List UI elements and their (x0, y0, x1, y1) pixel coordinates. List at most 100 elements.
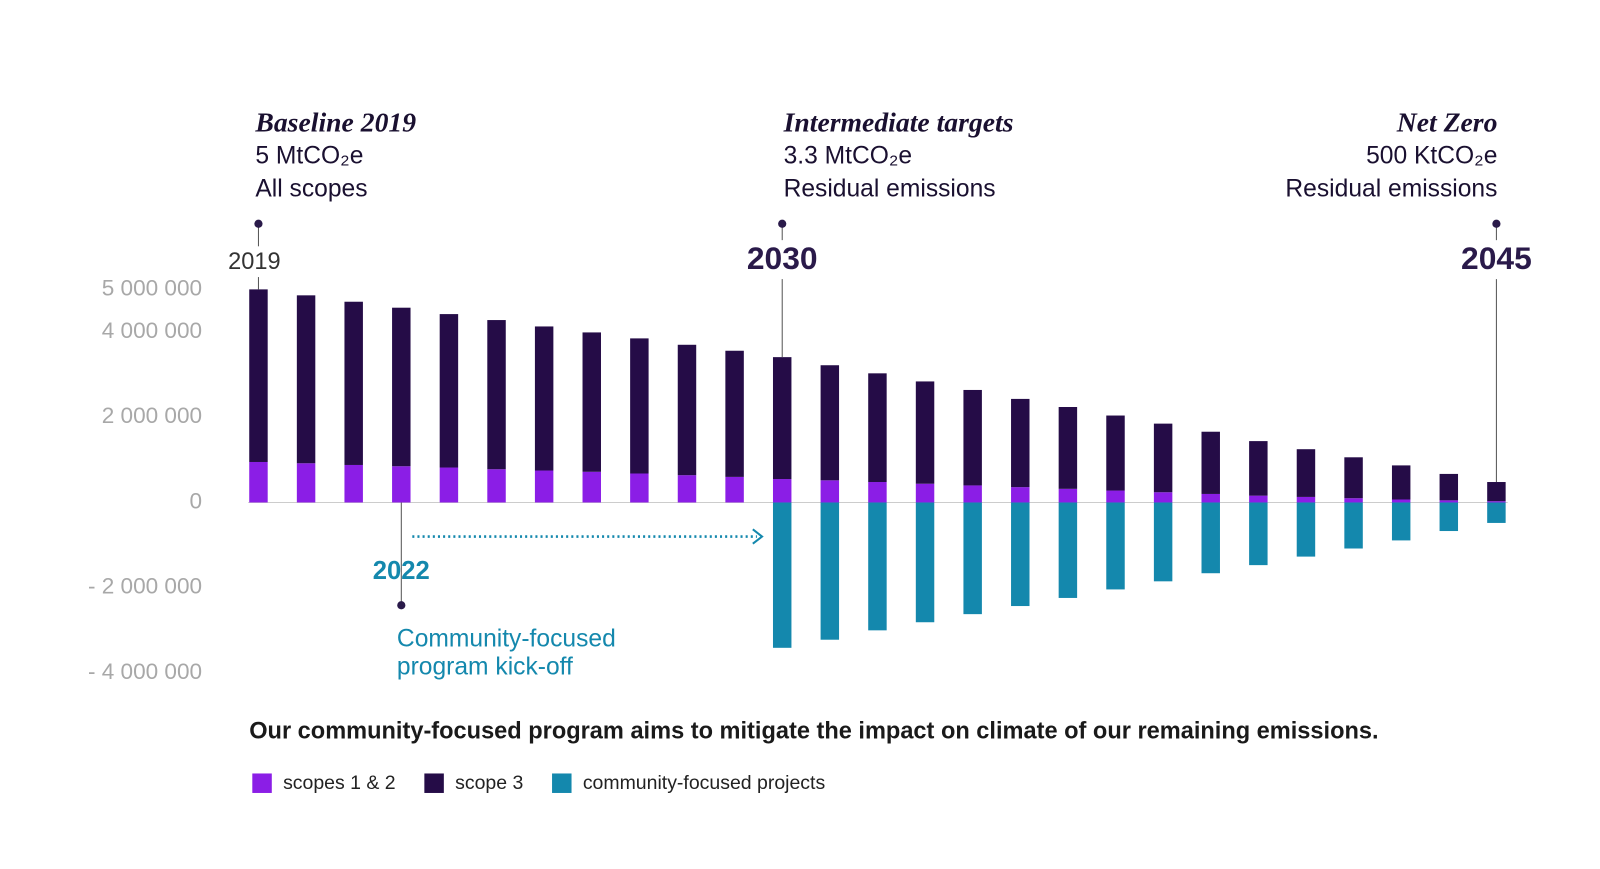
bar-segment (1249, 495, 1268, 503)
bar-segment (392, 466, 411, 503)
bar-segment (1201, 493, 1220, 503)
bar-segment (820, 502, 840, 640)
milestone-amount: 5 MtCO₂e (255, 143, 363, 170)
bar-segment (249, 289, 268, 462)
bar-segment (868, 373, 887, 483)
bar-segment (1153, 492, 1173, 503)
bar-segment (344, 464, 363, 503)
bar-segment (1487, 482, 1506, 502)
bar-segment (1439, 473, 1459, 501)
bar-segment (1058, 488, 1078, 503)
bar-segment (1106, 415, 1125, 491)
milestone-note: Residual emissions (784, 175, 996, 202)
bar-segment (1439, 502, 1459, 532)
bar-segment (1153, 423, 1173, 493)
bar-segment (868, 482, 887, 503)
bar-segment (1201, 431, 1220, 494)
bar-segment (772, 357, 792, 480)
kickoff-arrowhead (752, 528, 764, 545)
bar-segment (1011, 487, 1030, 503)
bar-segment (1296, 496, 1316, 503)
y-tick-label: 4 000 000 (102, 318, 202, 343)
bar-segment (1344, 502, 1363, 549)
legend-label: scope 3 (455, 772, 523, 794)
bar-segment (677, 475, 697, 503)
bar-segment (772, 479, 792, 503)
bar-segment (963, 389, 982, 486)
bar-segment (915, 502, 935, 623)
bar-segment (487, 469, 506, 503)
bar-segment (1296, 502, 1316, 557)
bar-segment (963, 502, 982, 615)
y-tick-label: 0 (190, 488, 203, 513)
bar-segment (725, 476, 744, 503)
bar-segment (1106, 502, 1125, 590)
bar-segment (439, 314, 459, 468)
bar-segment (487, 320, 506, 470)
bar-segment (725, 350, 744, 477)
bar-segment (534, 470, 554, 503)
bar-segment (1391, 499, 1411, 503)
bar-segment (772, 502, 792, 648)
bar-segment (439, 467, 459, 503)
legend-swatch (424, 773, 444, 793)
bar-segment (582, 471, 601, 503)
y-tick-label: 2 000 000 (102, 403, 202, 428)
milestone-title: Baseline 2019 (254, 107, 416, 138)
milestone-dot (778, 219, 787, 228)
bar-segment (1344, 457, 1363, 499)
bar-segment (915, 483, 935, 503)
bar-segment (1439, 500, 1459, 503)
bar-segment (344, 301, 363, 465)
caption: Our community-focused program aims to mi… (249, 718, 1378, 744)
milestone-dot (1492, 219, 1501, 228)
bar-segment (915, 381, 935, 484)
bar-segment (1249, 502, 1268, 566)
y-tick-label: - 4 000 000 (88, 659, 202, 684)
bar-segment (630, 473, 649, 503)
bar-segment (630, 338, 649, 474)
bar-segment (582, 332, 601, 472)
bar-segment (534, 326, 554, 471)
y-tick-label: - 2 000 000 (88, 574, 202, 599)
milestone-note: All scopes (255, 175, 367, 202)
bar-segment (1487, 501, 1506, 503)
bar-segment (1201, 502, 1220, 574)
bar-segment (820, 365, 840, 481)
x-tick-label: 2030 (747, 240, 818, 276)
bar-segment (1344, 498, 1363, 503)
milestone-amount: 500 KtCO₂e (1366, 143, 1497, 170)
bar-segment (1296, 449, 1316, 497)
legend-swatch (252, 773, 272, 793)
bar-segment (868, 502, 887, 631)
bar-segment (1058, 502, 1078, 598)
bar-segment (296, 463, 316, 503)
legend-label: community-focused projects (583, 772, 826, 794)
bar-segment (1058, 407, 1078, 489)
x-tick-label: 2019 (228, 248, 280, 274)
kickoff-note: program kick-off (397, 653, 573, 680)
bar-segment (249, 461, 268, 503)
bar-segment (296, 295, 316, 464)
bar-segment (963, 485, 982, 503)
bar-segment (677, 344, 697, 476)
milestone-title: Net Zero (1396, 107, 1498, 138)
legend-label: scopes 1 & 2 (283, 772, 396, 794)
bar-segment (1153, 502, 1173, 582)
milestone-dot (397, 601, 406, 610)
kickoff-note: Community-focused (397, 626, 616, 653)
bar-segment (1106, 490, 1125, 503)
bar-segment (1487, 502, 1506, 523)
bar-segment (392, 307, 411, 467)
bar-segment (1011, 398, 1030, 488)
bar-segment (1391, 465, 1411, 500)
bar-segment (1011, 502, 1030, 607)
milestone-note: Residual emissions (1285, 175, 1497, 202)
bar-segment (820, 480, 840, 503)
x-tick-label: 2022 (373, 557, 430, 585)
milestone-dot (254, 219, 263, 228)
bar-segment (1249, 441, 1268, 496)
legend-swatch (552, 773, 572, 793)
